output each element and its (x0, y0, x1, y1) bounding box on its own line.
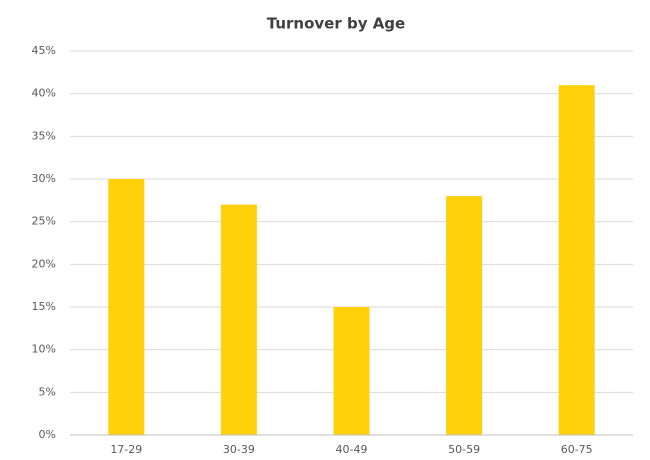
y-tick-label: 30% (32, 172, 56, 185)
y-tick-label: 40% (32, 87, 56, 100)
bar (558, 85, 595, 435)
bar (220, 204, 257, 435)
bar (446, 196, 483, 435)
x-tick-label: 30-39 (223, 443, 255, 456)
y-tick-label: 20% (32, 257, 56, 270)
x-tick-label: 17-29 (110, 443, 142, 456)
y-tick-label: 0% (39, 428, 56, 441)
y-tick-label: 35% (32, 129, 56, 142)
y-tick-label: 10% (32, 343, 56, 356)
y-tick-label: 25% (32, 215, 56, 228)
y-tick-label: 45% (32, 44, 56, 57)
x-tick-label: 40-49 (336, 443, 368, 456)
bar (333, 307, 370, 435)
bar (108, 179, 145, 435)
x-tick-label: 50-59 (448, 443, 480, 456)
y-tick-label: 15% (32, 300, 56, 313)
chart-title: Turnover by Age (267, 15, 405, 33)
y-tick-label: 5% (39, 385, 56, 398)
x-tick-label: 60-75 (561, 443, 593, 456)
